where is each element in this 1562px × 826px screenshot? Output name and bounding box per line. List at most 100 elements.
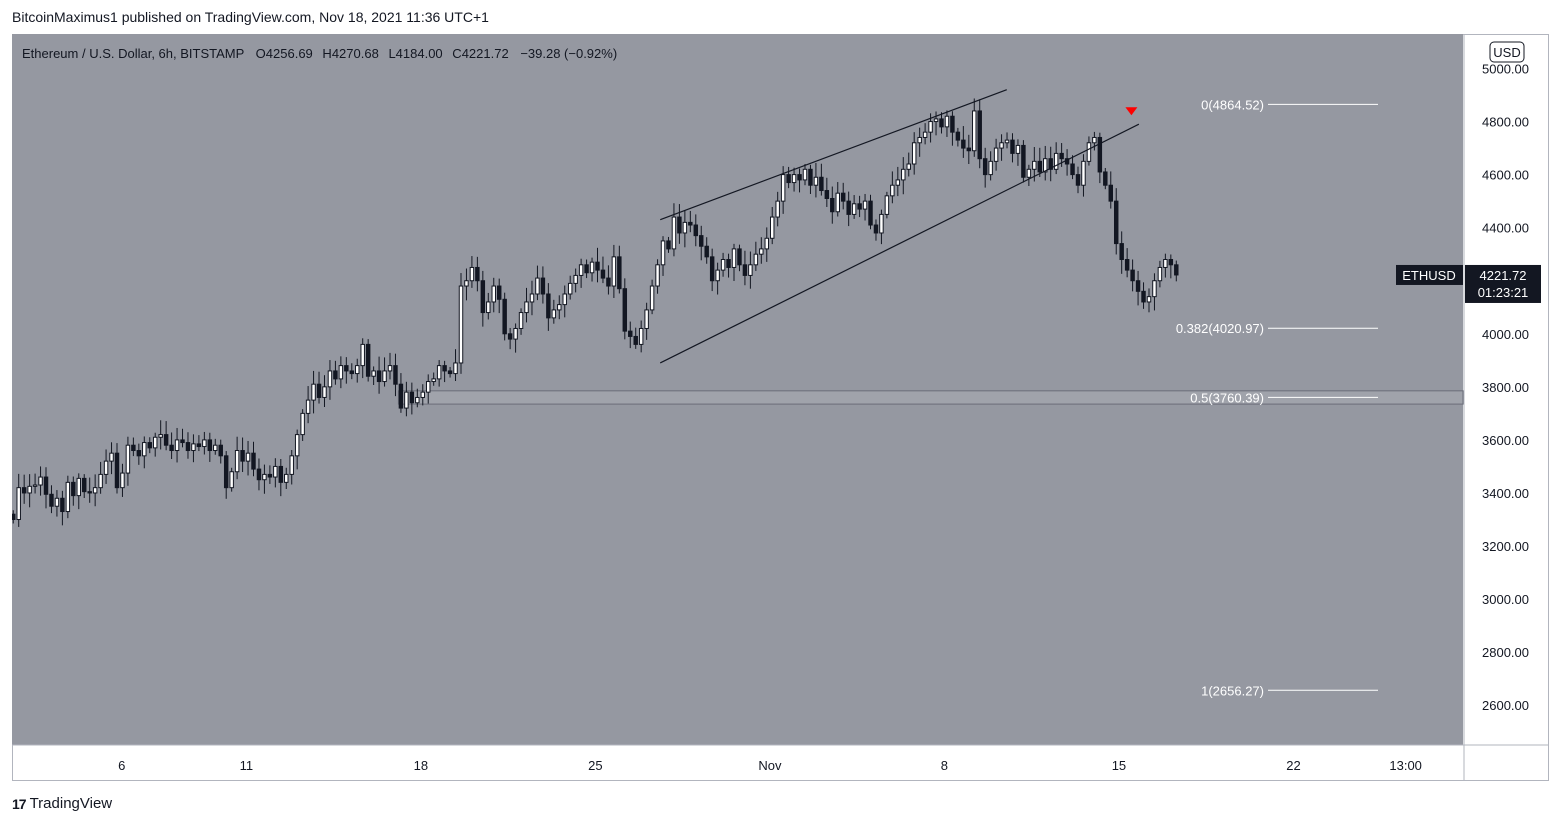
candle-body [933, 118, 939, 123]
candle [196, 435, 202, 452]
candle-body [917, 136, 922, 144]
candle [901, 157, 906, 195]
candle [1010, 133, 1015, 163]
candle-body [27, 485, 32, 494]
candle-body [606, 277, 611, 287]
candle-body [92, 487, 98, 494]
candle [704, 237, 709, 264]
candle-body [1124, 259, 1130, 271]
candle [136, 443, 142, 465]
candle-body [1004, 139, 1010, 144]
candle-body [791, 174, 797, 184]
y-tick-label: 3800.00 [1482, 380, 1529, 395]
candle [633, 327, 638, 349]
candle-body [344, 365, 349, 372]
candle [71, 476, 76, 506]
candle [393, 353, 398, 397]
candle-body [420, 391, 425, 398]
candle [21, 474, 27, 504]
candle [933, 111, 939, 136]
candle [982, 147, 988, 188]
candle [202, 431, 207, 455]
candle [1103, 167, 1108, 190]
candle [103, 449, 109, 484]
currency-button[interactable]: USD [1489, 41, 1525, 63]
candle-body [376, 370, 382, 383]
x-tick-label: 22 [1286, 758, 1300, 773]
price-chart[interactable]: 0(4864.52) 0.382(4020.97) 0.5(3760.39) 1(26… [12, 34, 1549, 781]
y-tick-label: 3600.00 [1482, 433, 1529, 448]
candle-body [1092, 136, 1097, 144]
candle [562, 285, 567, 318]
sell-arrow-icon [1125, 107, 1138, 116]
support-zone [397, 390, 1464, 405]
candle-body [158, 434, 163, 438]
candle-body [1075, 174, 1081, 186]
candle-body [475, 266, 480, 282]
support-zone-layer [397, 390, 1464, 405]
candle [360, 338, 365, 379]
candle-body [944, 115, 950, 128]
candle-body [928, 121, 933, 133]
candle-body [393, 365, 398, 385]
candle-body [972, 110, 977, 152]
candle [1021, 140, 1026, 183]
candle-body [218, 444, 223, 457]
candle [557, 295, 562, 320]
candle [1163, 253, 1168, 278]
candle-body [273, 465, 278, 478]
candle-body [240, 450, 245, 462]
candle-body [1174, 264, 1179, 276]
candle-body [868, 200, 873, 226]
candle-body [1113, 200, 1119, 245]
candle [518, 308, 524, 335]
candle [868, 194, 873, 230]
candle-body [922, 131, 928, 138]
candle [944, 110, 950, 137]
candle-body [955, 131, 961, 141]
candle [644, 302, 649, 340]
candle-body [1163, 259, 1168, 268]
candle-body [12, 513, 16, 520]
candle [584, 259, 589, 279]
candle-body [327, 370, 333, 388]
candle-body [835, 192, 840, 213]
candle-body [147, 442, 152, 449]
y-tick-label: 4800.00 [1482, 115, 1529, 130]
candle [578, 258, 584, 288]
candle-body [982, 158, 988, 176]
candle-body [813, 176, 819, 186]
candle-body [693, 224, 699, 237]
candle [589, 257, 595, 282]
candle [993, 138, 999, 171]
candle-body [71, 481, 76, 497]
candle [677, 204, 682, 244]
candle [223, 451, 229, 499]
y-tick-label: 5000.00 [1482, 61, 1529, 76]
candle-body [633, 335, 638, 345]
candle [638, 320, 644, 353]
candle [213, 438, 218, 455]
candle-body [1032, 160, 1037, 170]
candle-body [262, 473, 267, 481]
candle-body [360, 343, 365, 367]
candle [398, 373, 404, 413]
candle-body [180, 439, 185, 444]
candle-body [480, 280, 486, 314]
candle-body [1086, 142, 1092, 162]
candle-body [611, 256, 617, 287]
candle-body [993, 147, 999, 162]
candle-body [977, 110, 982, 160]
candle-body [464, 280, 469, 287]
candle [218, 439, 223, 464]
candle [595, 247, 600, 283]
candle-body [846, 200, 851, 215]
fib-level-label: 0.382(4020.97) [1176, 321, 1264, 336]
candle-body [1152, 280, 1157, 298]
candle [1092, 131, 1097, 151]
candles-layer [12, 98, 1179, 527]
candle-body [862, 200, 868, 210]
candle [425, 374, 431, 404]
candle-body [1070, 163, 1075, 176]
candle-body [1010, 139, 1015, 154]
